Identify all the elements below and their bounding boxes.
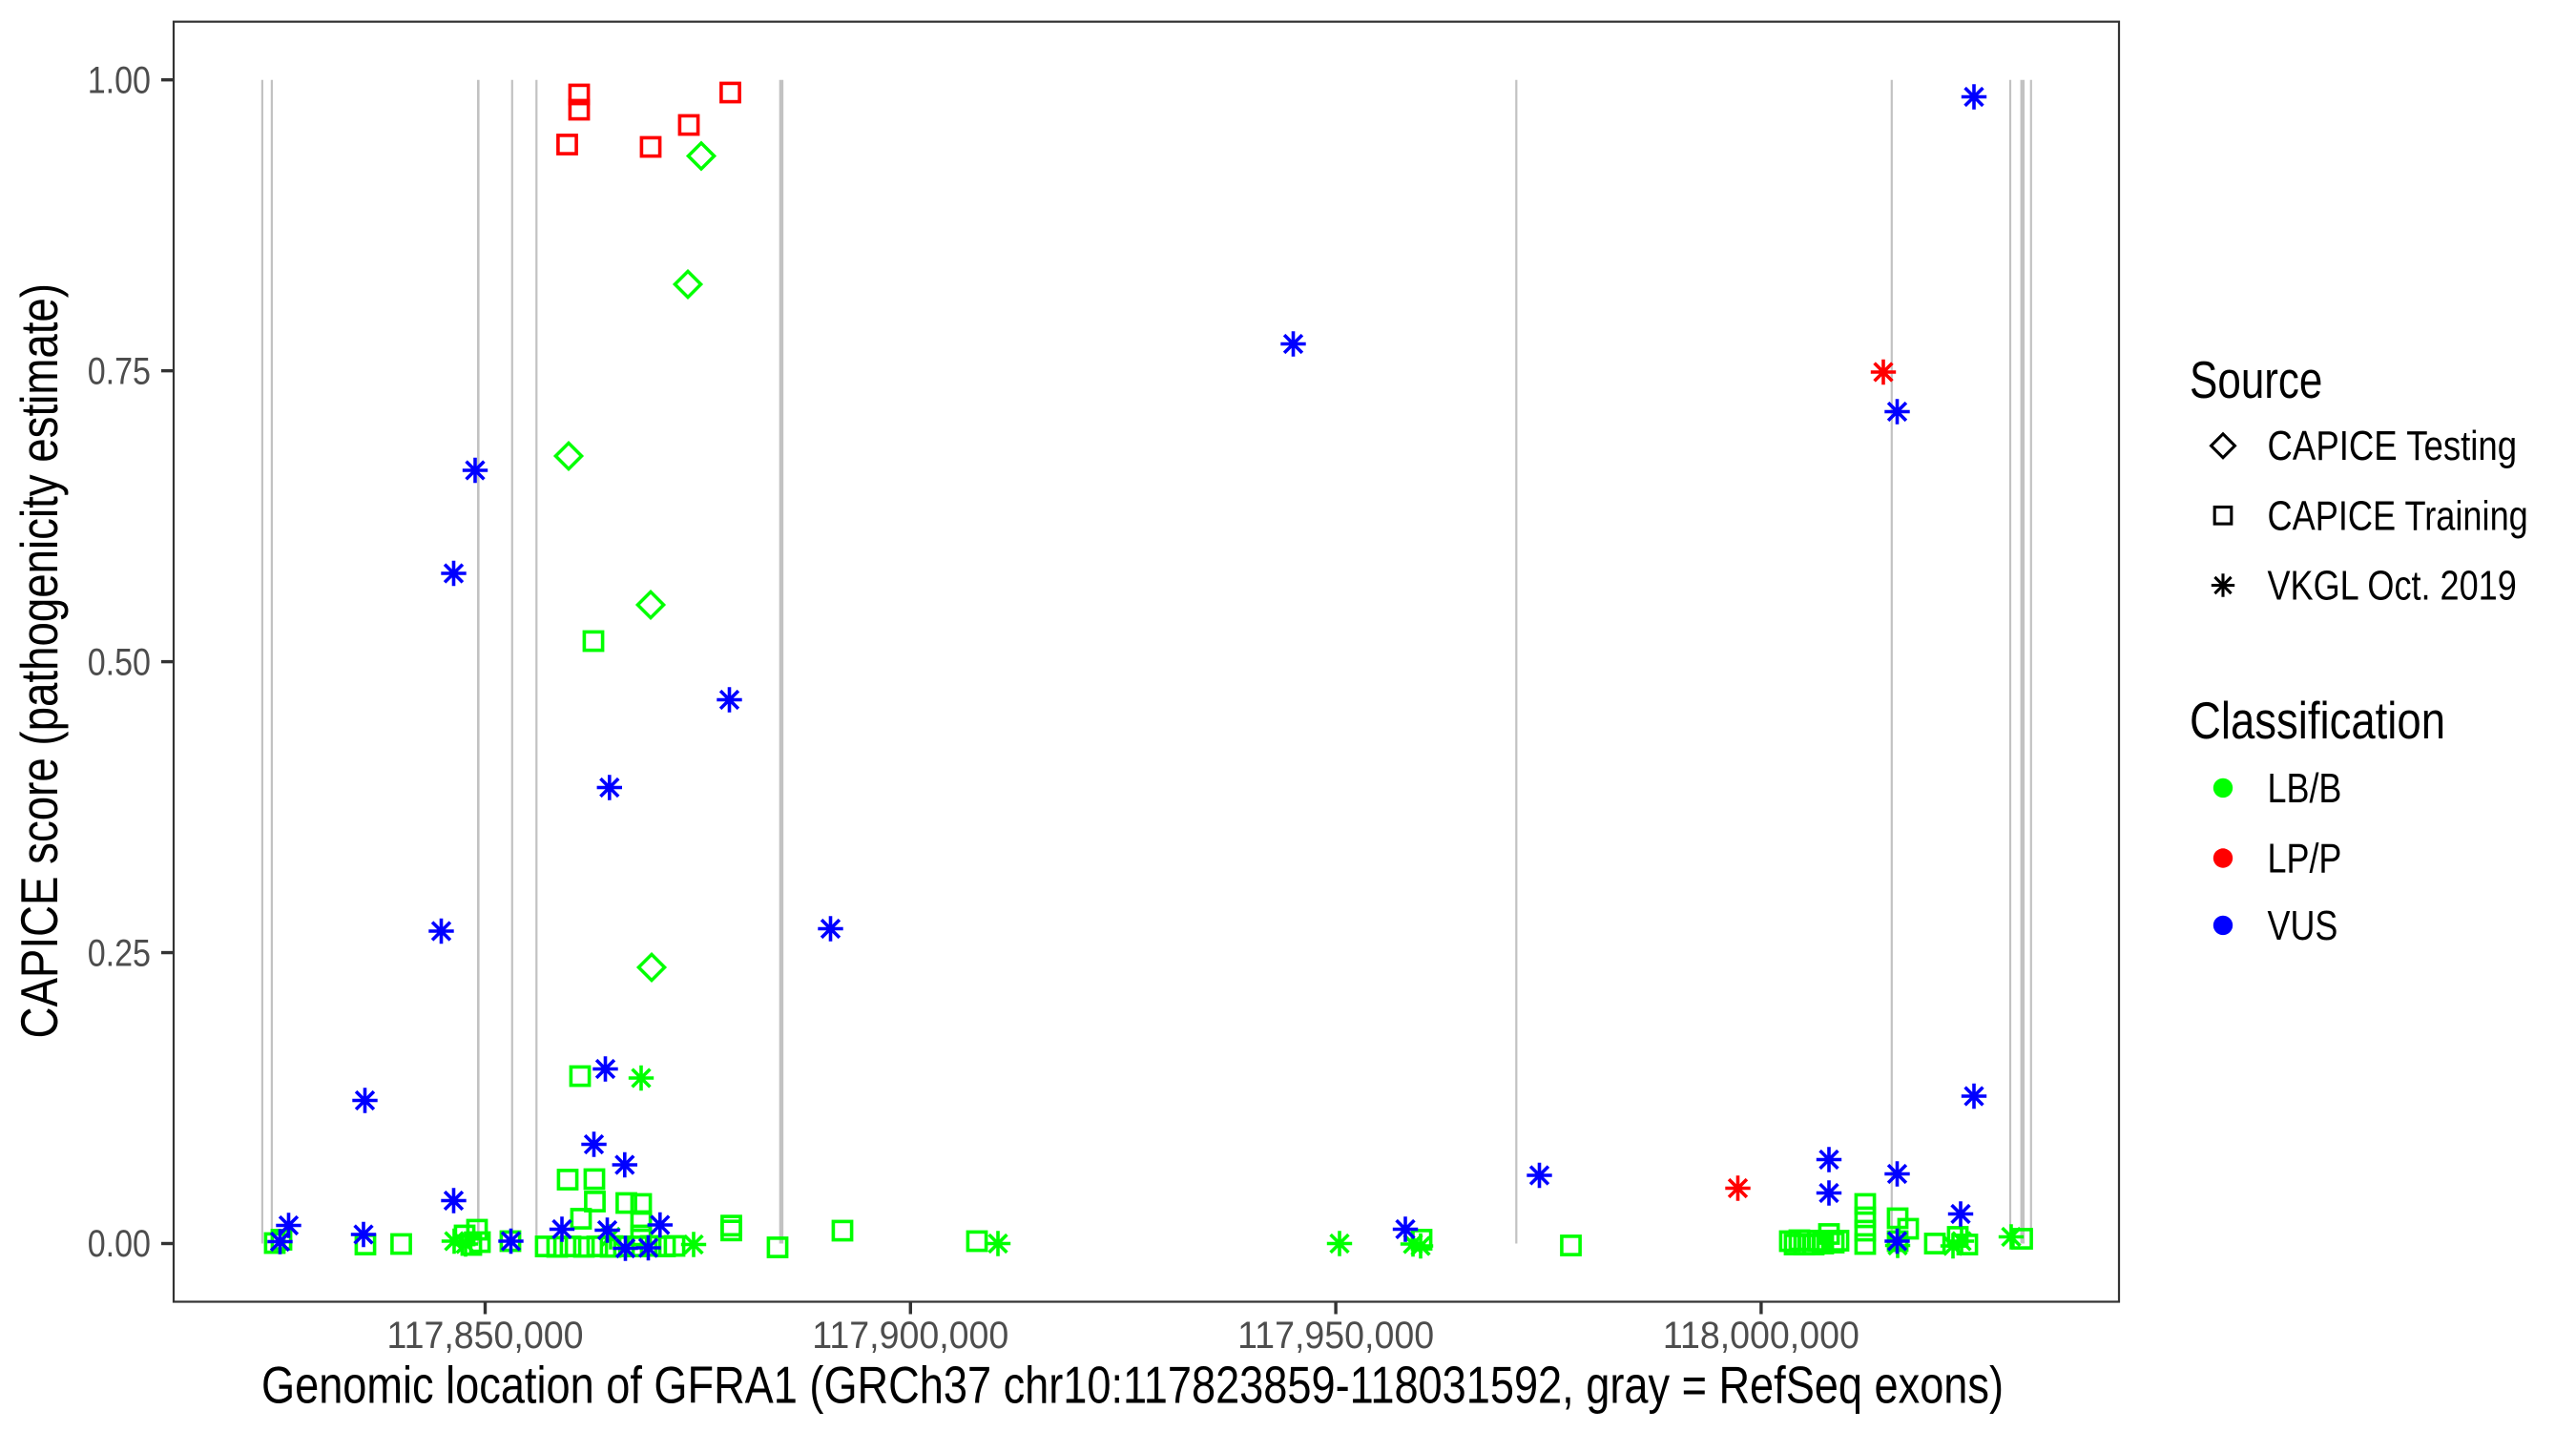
svg-text:117,850,000: 117,850,000 <box>387 1315 584 1357</box>
svg-text:0.00: 0.00 <box>88 1223 151 1265</box>
svg-text:117,950,000: 117,950,000 <box>1237 1315 1434 1357</box>
svg-text:VKGL Oct. 2019: VKGL Oct. 2019 <box>2268 564 2517 610</box>
svg-text:CAPICE score (pathogenicity es: CAPICE score (pathogenicity estimate) <box>10 283 69 1039</box>
svg-text:117,900,000: 117,900,000 <box>812 1315 1008 1357</box>
svg-text:VUS: VUS <box>2268 903 2338 949</box>
svg-text:CAPICE Training: CAPICE Training <box>2268 493 2528 539</box>
svg-text:CAPICE Testing: CAPICE Testing <box>2268 424 2518 469</box>
svg-text:118,000,000: 118,000,000 <box>1663 1315 1859 1357</box>
svg-text:0.25: 0.25 <box>88 932 151 974</box>
svg-text:Source: Source <box>2190 350 2322 409</box>
svg-text:Classification: Classification <box>2190 691 2445 750</box>
svg-text:0.75: 0.75 <box>88 350 151 392</box>
svg-text:Genomic location of GFRA1 (GRC: Genomic location of GFRA1 (GRCh37 chr10:… <box>261 1356 2004 1415</box>
svg-text:0.50: 0.50 <box>88 641 151 683</box>
svg-text:LP/P: LP/P <box>2268 837 2342 882</box>
svg-text:LB/B: LB/B <box>2268 766 2342 812</box>
svg-text:1.00: 1.00 <box>88 59 151 101</box>
